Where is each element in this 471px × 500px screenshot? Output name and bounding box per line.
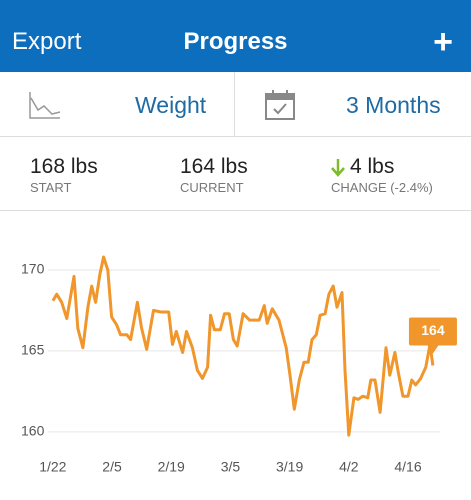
stats-row: 168 lbs START 164 lbs CURRENT 4 lbs CHAN… [0,137,471,211]
current-label: CURRENT [180,180,244,195]
x-tick-label: 4/2 [339,459,359,475]
page-title: Progress [183,28,288,55]
export-button[interactable]: Export [12,28,82,55]
header: Export Progress + [0,0,471,72]
down-arrow [331,159,345,177]
callout-box [408,317,457,346]
weight-line [51,255,435,437]
start-label: START [30,180,72,195]
x-tick-label: 2/5 [102,459,122,475]
y-tick-label: 170 [21,261,45,277]
x-tick-label: 3/19 [276,459,303,475]
change-value: 4 lbs [350,155,395,178]
callout-pointer [426,344,439,354]
start-value: 168 lbs [30,155,98,178]
range-selector[interactable]: 3 Months [346,92,441,118]
value-callout: 164 [408,317,457,354]
chart-icon [29,92,61,119]
chart: 160 165 170 1/22 2/5 2/19 3/5 3/19 4/2 4/16 164 [21,255,457,475]
change-label: CHANGE (-2.4%) [331,180,433,195]
calendar-icon [265,90,295,120]
add-button[interactable]: + [433,23,453,61]
selector-row: Weight 3 Months [0,72,471,137]
metric-selector[interactable]: Weight [135,92,207,118]
callout-label: 164 [421,322,445,338]
x-tick-label: 4/16 [394,459,421,475]
divider [234,72,235,136]
x-tick-label: 3/5 [221,459,241,475]
y-tick-label: 165 [21,342,45,358]
x-tick-label: 1/22 [39,459,66,475]
x-tick-label: 2/19 [158,459,185,475]
y-tick-label: 160 [21,423,45,439]
current-value: 164 lbs [180,155,248,178]
